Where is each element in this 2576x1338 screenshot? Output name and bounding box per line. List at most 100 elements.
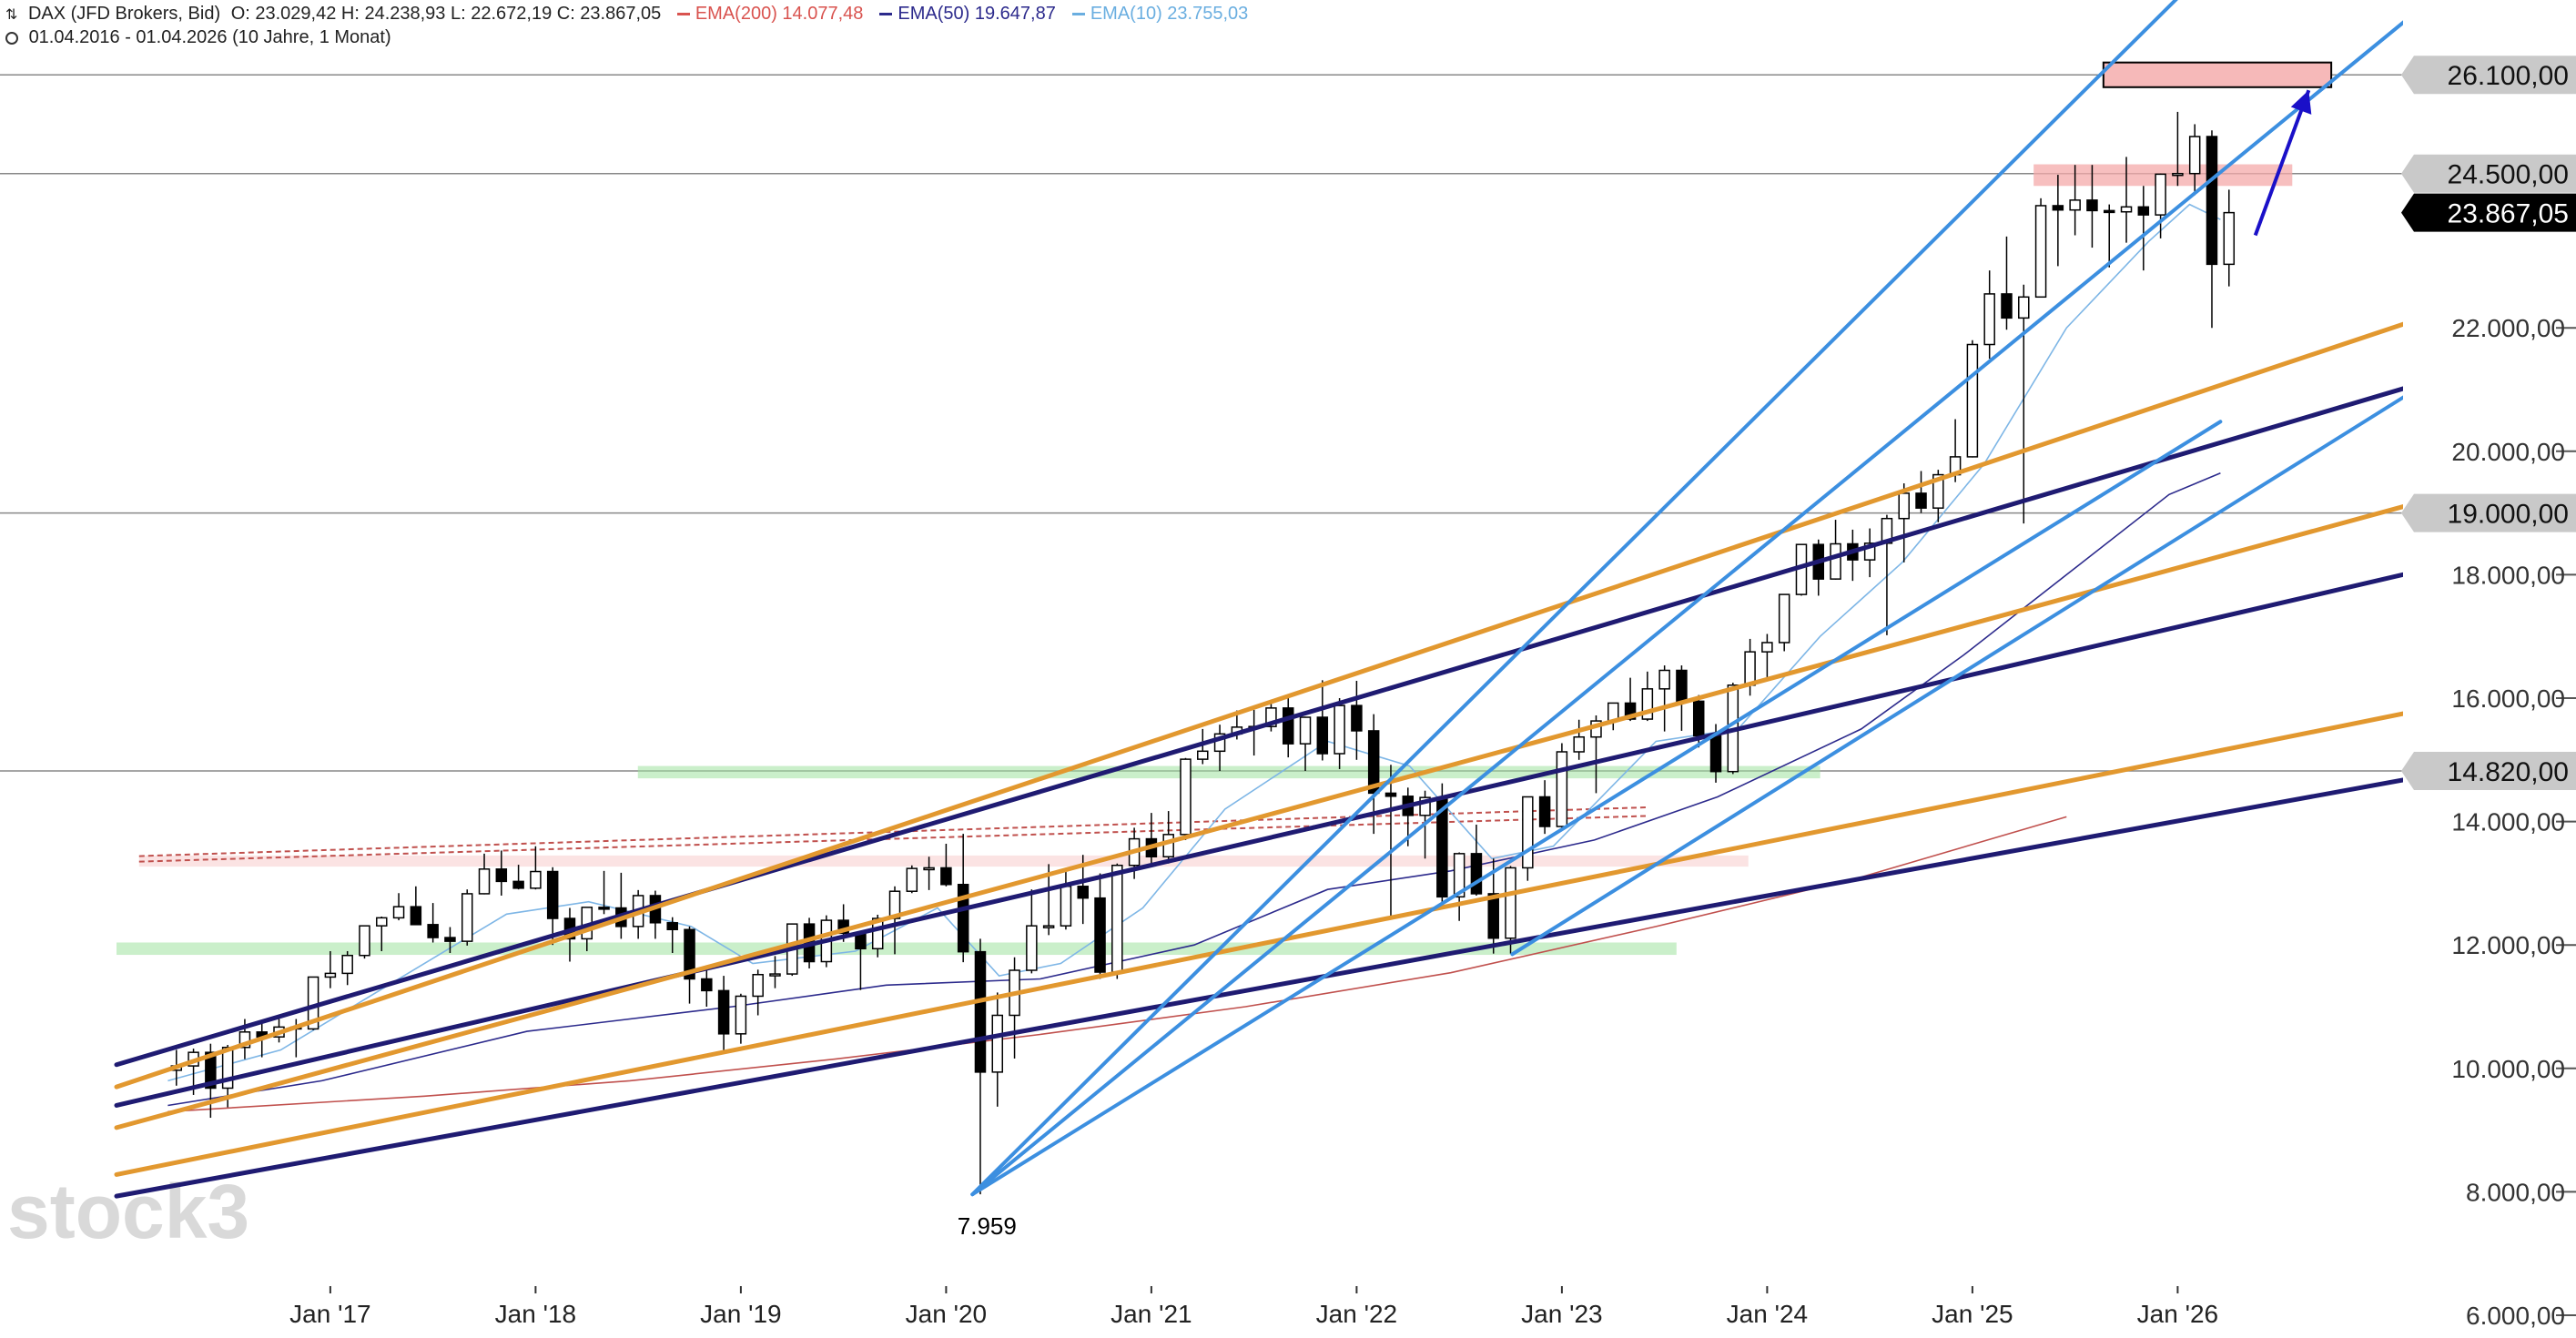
candle-body <box>546 870 559 919</box>
candle-body <box>221 1046 234 1090</box>
last-price-tag-bg <box>2401 193 2576 232</box>
candle-body <box>1162 834 1174 857</box>
indicator-label: EMA(50) 19.647,87 <box>898 4 1056 24</box>
trendline-orange <box>114 711 2403 1177</box>
candle-body <box>1624 702 1637 720</box>
candle-body <box>1094 897 1106 973</box>
candle-body <box>1505 867 1516 939</box>
candle-body <box>2069 199 2081 211</box>
candle-body <box>1573 735 1585 753</box>
candle-body <box>1641 688 1654 720</box>
chart-logo-icon: ⇅ <box>5 7 18 23</box>
legend-swatch-icon <box>1071 13 1085 16</box>
level-tag-label: 14.820,00 <box>2448 757 2569 787</box>
candle-body <box>923 867 935 871</box>
target-arrow-line <box>2253 89 2311 237</box>
candle-body <box>2052 205 2064 211</box>
header-line-1: ⇅ DAX (JFD Brokers, Bid) O: 23.029,42 H:… <box>5 4 1264 25</box>
level-tag-bg <box>2401 154 2576 193</box>
trendline-navy <box>114 386 2403 1068</box>
candle-body <box>2206 136 2218 266</box>
x-axis-label: Jan '19 <box>700 1300 781 1328</box>
candle-body <box>1863 542 1876 561</box>
candle-body <box>1453 853 1465 898</box>
candle-body <box>1316 716 1329 755</box>
x-axis-label: Jan '22 <box>1316 1300 1397 1328</box>
dashed-resistance-line <box>138 806 1647 857</box>
candle-body <box>1556 751 1568 827</box>
candle-body <box>871 917 884 950</box>
ema-line <box>167 471 2221 1107</box>
candle-body <box>1487 893 1499 939</box>
candle-body <box>2103 209 2115 214</box>
trendline-orange <box>114 504 2403 1130</box>
trendline-navy <box>114 777 2403 1199</box>
candle-body <box>1932 473 1944 509</box>
candle-body <box>2137 206 2150 216</box>
trendline-lightblue <box>1510 395 2403 957</box>
candle-body <box>1658 669 1670 690</box>
legend-swatch-icon <box>879 13 893 16</box>
candle-body <box>1077 886 1089 899</box>
candle-body <box>495 868 508 883</box>
trendline-navy <box>114 572 2403 1108</box>
candle-body <box>324 972 337 978</box>
candle-body <box>1197 750 1209 760</box>
x-axis-label: Jan '24 <box>1727 1300 1808 1328</box>
legend-swatch-icon <box>676 13 690 16</box>
candle-body <box>1538 796 1551 827</box>
x-axis-label: Jan '26 <box>2137 1300 2218 1328</box>
ema-line <box>167 816 2067 1113</box>
candle-body <box>205 1051 217 1090</box>
header-line-2: 01.04.2016 - 01.04.2026 (10 Jahre, 1 Mon… <box>5 27 397 48</box>
candle-body <box>410 906 422 926</box>
trendline-lightblue <box>970 420 2223 1197</box>
y-axis-label: 14.000,00 <box>2451 808 2565 836</box>
candle-body <box>1042 925 1055 928</box>
candle-body <box>478 868 491 895</box>
target-arrow-head-icon <box>2290 90 2312 115</box>
candle-body <box>598 907 610 910</box>
candle-body <box>991 1014 1004 1073</box>
candle-body <box>238 1031 251 1049</box>
candle-body <box>1983 293 1995 346</box>
level-tag-bg <box>2401 493 2576 532</box>
candle-body <box>427 924 439 938</box>
candle-body <box>1778 593 1790 644</box>
candle-body <box>1334 704 1345 755</box>
level-tag-label: 24.500,00 <box>2448 160 2569 190</box>
candle-body <box>1265 707 1277 727</box>
level-tag-label: 19.000,00 <box>2448 500 2569 530</box>
candle-body <box>2120 206 2133 213</box>
candle-body <box>1744 651 1756 686</box>
candle-body <box>1966 343 1979 458</box>
y-axis-label: 16.000,00 <box>2451 684 2565 713</box>
x-axis-label: Jan '21 <box>1111 1300 1192 1328</box>
candle-body <box>906 867 918 892</box>
indicator-legend-item: EMA(10) 23.755,03 <box>1067 4 1253 24</box>
candle-body <box>1060 886 1072 927</box>
trendline-lightblue <box>970 0 2178 1197</box>
y-axis-label: 10.000,00 <box>2451 1055 2565 1083</box>
candle-body <box>1026 925 1038 971</box>
candle-body <box>2001 293 2013 319</box>
candle-body <box>701 978 713 992</box>
indicator-legend-item: EMA(50) 19.647,87 <box>874 4 1060 24</box>
candle-body <box>359 925 370 957</box>
candle-body <box>957 884 969 953</box>
x-axis-label: Jan '20 <box>906 1300 987 1328</box>
y-axis-label: 8.000,00 <box>2466 1178 2565 1206</box>
y-axis-label: 18.000,00 <box>2451 561 2565 589</box>
candle-body <box>341 954 353 975</box>
candle-body <box>1898 492 1910 520</box>
candle-body <box>2018 296 2030 319</box>
trendline-orange <box>114 321 2403 1090</box>
candle-body <box>530 870 542 889</box>
y-axis-label: 20.000,00 <box>2451 438 2565 466</box>
candle-body <box>666 922 678 930</box>
candle-body <box>461 893 473 942</box>
candle-body <box>1915 492 1927 509</box>
zone-green <box>637 765 1820 779</box>
